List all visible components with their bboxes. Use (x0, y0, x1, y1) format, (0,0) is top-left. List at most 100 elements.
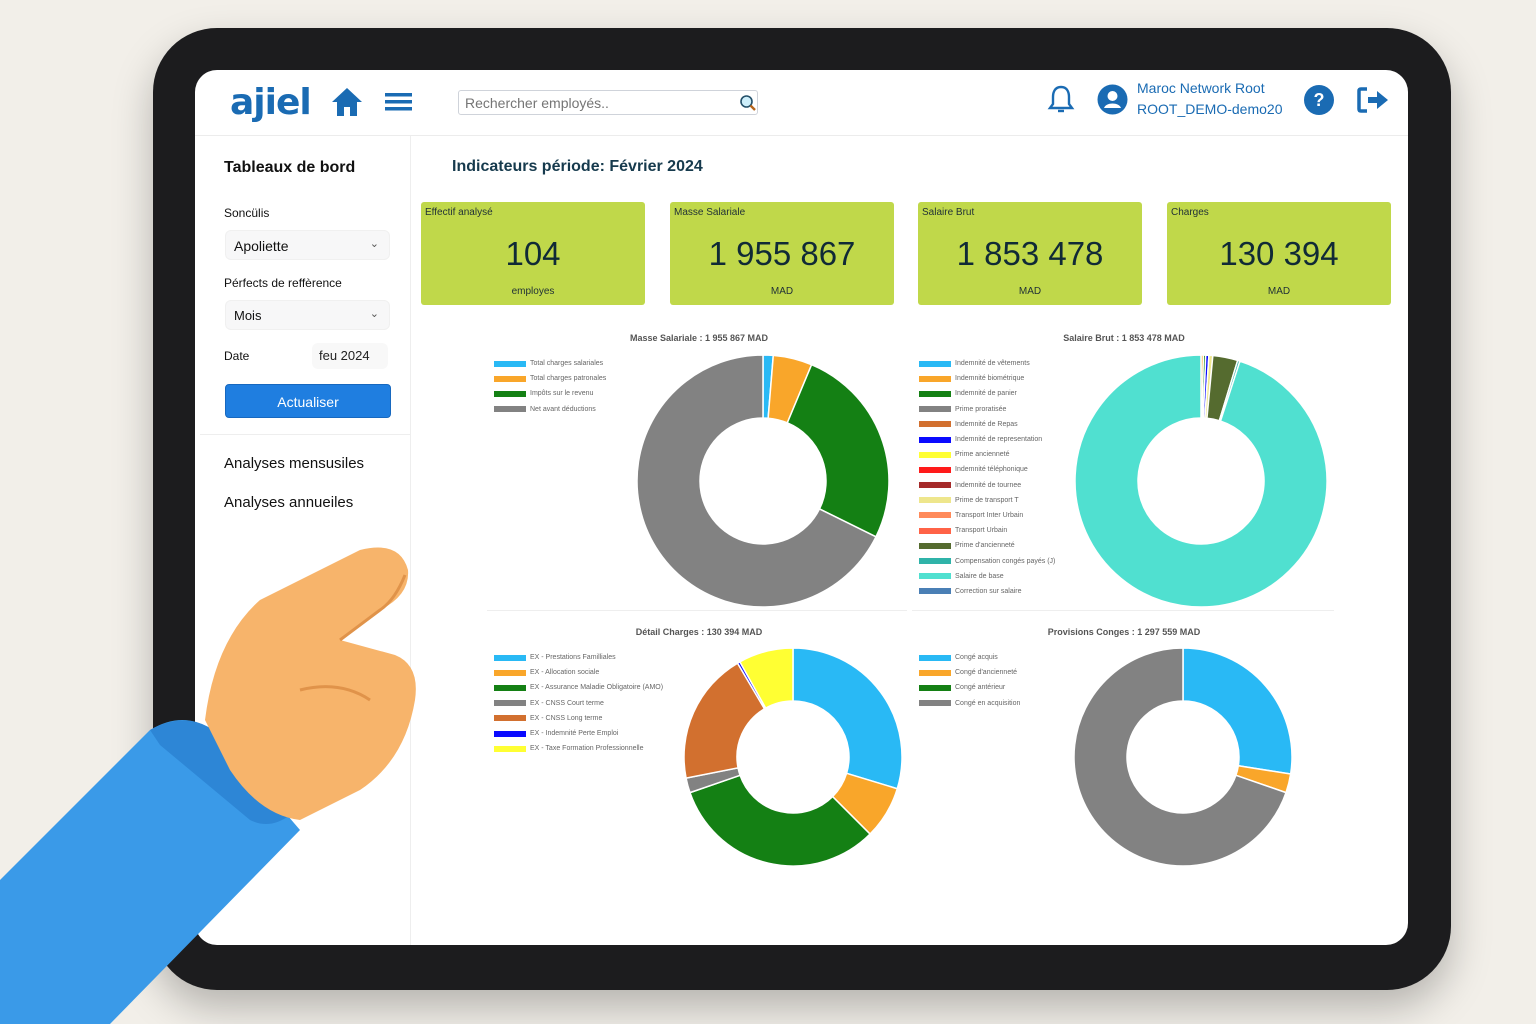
legend-swatch (494, 375, 526, 382)
legend-item[interactable]: Transport Inter Urbain (919, 508, 1055, 523)
legend-item[interactable]: Indemnité de Repas (919, 417, 1055, 432)
kpi-unit: MAD (1267, 286, 1291, 297)
menu-icon[interactable] (385, 93, 412, 111)
legend-item[interactable]: EX - Prestations Familliales (494, 650, 663, 665)
legend-item[interactable]: EX - Indemnité Perte Emploi (494, 726, 663, 741)
legend-label: Indemnité de representation (955, 436, 1043, 444)
legend-label: Prime ancienneté (955, 451, 1010, 459)
legend-item[interactable]: EX - Allocation sociale (494, 665, 663, 680)
svg-text:?: ? (1314, 90, 1325, 110)
legend-swatch (494, 669, 526, 676)
legend-swatch (919, 482, 951, 489)
legend-label: EX - Assurance Maladie Obligatoire (AMO) (530, 684, 664, 692)
legend-item[interactable]: EX - CNSS Court terme (494, 696, 663, 711)
legend-item[interactable]: Prime d'ancienneté (919, 538, 1055, 553)
nav-annual-analyses[interactable]: Analyses annueiles (224, 494, 354, 511)
legend-item[interactable]: EX - CNSS Long terme (494, 711, 663, 726)
legend-swatch (919, 700, 951, 707)
legend-item[interactable]: Total charges salariales (494, 356, 606, 371)
logout-icon[interactable] (1356, 86, 1390, 114)
legend-item[interactable]: Impôts sur le revenu (494, 386, 606, 401)
logo[interactable]: ajiel (230, 82, 312, 123)
legend-item[interactable]: Prime de transport T (919, 493, 1055, 508)
legend-item[interactable]: Indemnité de representation (919, 432, 1055, 447)
kpi-title: Charges (1171, 207, 1209, 218)
legend-item[interactable]: Prime ancienneté (919, 447, 1055, 462)
legend-label: Indemnité de vêtements (955, 360, 1030, 368)
legend-item[interactable]: Indemnité de vêtements (919, 356, 1055, 371)
chart-title: Masse Salariale : 1 955 867 MAD (629, 333, 769, 343)
company-select[interactable]: Apoliette ⌄ (225, 230, 390, 260)
legend-item[interactable]: EX - Taxe Formation Professionnelle (494, 741, 663, 756)
legend-item[interactable]: Congé antérieur (919, 680, 1020, 695)
help-icon[interactable]: ? (1304, 85, 1334, 115)
kpi-unit: MAD (770, 286, 794, 297)
kpi-value: 1 853 478 (956, 235, 1104, 272)
top-bar (195, 70, 1408, 136)
date-input[interactable]: feu 2024 (312, 343, 388, 369)
refresh-button[interactable]: Actualiser (225, 384, 391, 418)
user-account[interactable]: ROOT_DEMO-demo20 (1137, 101, 1283, 117)
legend-label: Indemnité de Repas (955, 420, 1018, 428)
home-icon[interactable] (330, 86, 364, 118)
donut-slice[interactable] (689, 774, 872, 867)
legend-swatch (919, 421, 951, 428)
chart-legend: Total charges salariales Total charges pa… (494, 356, 606, 417)
legend-swatch (919, 512, 951, 519)
donut-slice[interactable] (1073, 647, 1287, 867)
kpi-title: Masse Salariale (674, 207, 746, 218)
legend-swatch (494, 700, 526, 707)
user-name[interactable]: Maroc Network Root (1137, 80, 1265, 96)
bell-icon[interactable] (1047, 84, 1075, 116)
chevron-down-icon: ⌄ (369, 238, 379, 250)
pointing-hand-illustration (0, 547, 416, 1024)
legend-label: Net avant déductions (530, 405, 596, 413)
kpi-card-gross-salary: Salaire Brut 1 853 478 MAD (918, 202, 1142, 305)
legend-item[interactable]: Indemnité biométrique (919, 371, 1055, 386)
user-avatar-icon[interactable] (1097, 84, 1128, 115)
donut-slice[interactable] (636, 354, 877, 608)
legend-swatch (494, 654, 526, 661)
legend-swatch (494, 360, 526, 367)
legend-item[interactable]: Congé d'ancienneté (919, 665, 1020, 680)
legend-item[interactable]: Indemnité de panier (919, 386, 1055, 401)
legend-item[interactable]: Transport Urbain (919, 523, 1055, 538)
legend-item[interactable]: Correction sur salaire (919, 584, 1055, 599)
search-icon[interactable] (739, 94, 757, 112)
legend-label: EX - Prestations Familliales (530, 654, 616, 662)
donut-slice[interactable] (1182, 647, 1293, 775)
kpi-value: 1 955 867 (708, 235, 856, 272)
period-title: Indicateurs période: Février 2024 (452, 158, 703, 175)
period-select[interactable]: Mois ⌄ (225, 300, 390, 330)
legend-item[interactable]: Indemnité téléphonique (919, 462, 1055, 477)
search-input[interactable] (458, 90, 758, 115)
legend-item[interactable]: Indemnité de tournee (919, 478, 1055, 493)
donut-slice[interactable] (792, 647, 903, 790)
legend-item[interactable]: Salaire de base (919, 569, 1055, 584)
legend-label: Impôts sur le revenu (530, 390, 594, 398)
donut-slice[interactable] (786, 363, 890, 538)
legend-swatch (919, 684, 951, 691)
legend-item[interactable]: Congé en acquisition (919, 696, 1020, 711)
legend-swatch (494, 715, 526, 722)
legend-swatch (919, 360, 951, 367)
donut-slice[interactable] (1074, 354, 1328, 608)
legend-label: Indemnité biométrique (955, 375, 1025, 383)
chart-legend: EX - Prestations Familliales EX - Allocat… (494, 650, 663, 756)
kpi-title: Effectif analysé (425, 207, 493, 218)
legend-item[interactable]: Total charges patronales (494, 371, 606, 386)
nav-monthly-analyses[interactable]: Analyses mensusiles (224, 455, 365, 472)
legend-item[interactable]: Compensation congés payés (J) (919, 553, 1055, 568)
legend-item[interactable]: Prime proratisée (919, 402, 1055, 417)
legend-swatch (919, 466, 951, 473)
legend-label: Total charges patronales (530, 375, 607, 383)
donut-slice[interactable] (738, 647, 794, 710)
legend-item[interactable]: Congé acquis (919, 650, 1020, 665)
legend-item[interactable]: EX - Assurance Maladie Obligatoire (AMO) (494, 680, 663, 695)
legend-item[interactable]: Net avant déductions (494, 402, 606, 417)
legend-label: Total charges salariales (530, 360, 604, 368)
chart-legend: Indemnité de vêtements Indemnité biométri… (919, 356, 1055, 599)
legend-swatch (919, 436, 951, 443)
legend-label: Salaire de base (955, 572, 1004, 580)
